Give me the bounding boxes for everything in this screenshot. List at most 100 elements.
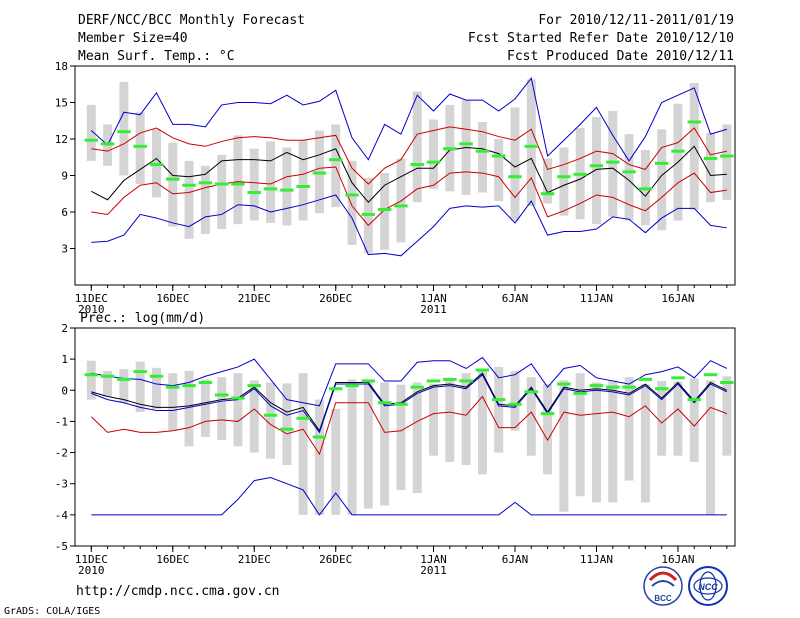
spread-box: [86, 360, 96, 400]
spread-box: [314, 399, 324, 515]
spread-box: [282, 383, 292, 466]
x-tick-label: 1JAN: [420, 553, 447, 566]
ensemble-marker: [622, 385, 636, 389]
ensemble-marker: [475, 149, 490, 153]
spread-box: [103, 370, 113, 397]
ensemble-marker: [329, 387, 343, 391]
ensemble-marker: [361, 379, 376, 383]
spread-box: [477, 369, 487, 475]
spread-box: [722, 376, 732, 456]
ensemble-marker: [84, 373, 99, 377]
spread-box: [217, 154, 227, 230]
ensemble-marker: [573, 391, 587, 395]
spread-box: [380, 173, 390, 250]
x-tick-label: 1JAN: [420, 292, 447, 305]
y-tick-label: 3: [61, 243, 68, 256]
x-tick-label: 6JAN: [502, 292, 529, 305]
ensemble-marker: [182, 384, 196, 388]
ensemble-marker: [524, 144, 539, 148]
ensemble-marker: [638, 187, 653, 191]
ensemble-marker: [703, 373, 718, 377]
bcc-logo: BCC: [643, 566, 683, 606]
ncc-logo: NCC: [688, 566, 728, 606]
y-tick-label: -1: [55, 415, 68, 428]
ensemble-marker: [84, 138, 99, 142]
spread-box: [184, 370, 194, 447]
spread-box: [706, 380, 716, 515]
series-line-lower: [90, 395, 728, 456]
y-tick-label: 9: [61, 170, 68, 183]
spread-box: [510, 107, 520, 221]
ensemble-marker: [410, 385, 424, 389]
ensemble-marker: [491, 154, 506, 158]
x-year-label: 2010: [78, 303, 105, 316]
spread-box: [429, 384, 438, 456]
ensemble-marker: [606, 160, 620, 164]
series-line-mean: [91, 373, 728, 434]
ensemble-marker: [377, 401, 392, 405]
series-line-max: [90, 77, 727, 162]
spread-box: [494, 139, 504, 202]
spread-box: [298, 140, 308, 221]
footer-credit: GrADS: COLA/IGES: [4, 606, 100, 617]
x-tick-label: 6JAN: [502, 553, 529, 566]
ensemble-marker: [394, 402, 408, 406]
ensemble-marker: [589, 164, 604, 168]
spread-box: [168, 373, 178, 431]
spread-box: [249, 148, 259, 221]
y-tick-label: 0: [61, 384, 68, 397]
spread-box: [331, 408, 341, 515]
ensemble-marker: [247, 191, 261, 195]
y-tick-label: -4: [55, 509, 69, 522]
spread-box: [559, 147, 569, 216]
spread-box: [249, 380, 259, 453]
series-line-min: [91, 476, 727, 516]
spread-box: [135, 361, 145, 413]
ensemble-marker: [231, 396, 245, 400]
ensemble-marker: [214, 393, 229, 397]
ensemble-marker: [149, 163, 164, 167]
spread-box: [640, 384, 650, 503]
ensemble-marker: [263, 413, 278, 417]
ensemble-marker: [622, 170, 636, 174]
spread-box: [510, 370, 520, 431]
ensemble-marker: [345, 193, 359, 197]
ensemble-marker: [654, 161, 669, 165]
spread-box: [657, 380, 667, 456]
x-tick-label: 26DEC: [319, 553, 352, 566]
ensemble-marker: [345, 384, 359, 388]
spread-box: [526, 79, 536, 206]
ensemble-marker: [100, 374, 115, 378]
ensemble-marker: [606, 385, 620, 389]
spread-box: [673, 381, 683, 456]
ensemble-marker: [459, 379, 473, 383]
series-line-max: [91, 356, 728, 407]
ensemble-marker: [280, 427, 294, 431]
ensemble-marker: [133, 144, 147, 148]
ensemble-marker: [361, 212, 376, 216]
x-tick-label: 16JAN: [661, 292, 694, 305]
spread-box: [429, 119, 438, 189]
y-tick-label: 18: [55, 60, 68, 73]
spread-box: [200, 379, 210, 437]
spread-box: [200, 165, 210, 234]
ensemble-marker: [524, 390, 539, 394]
ensemble-marker: [508, 402, 522, 406]
ensemble-marker: [720, 381, 734, 384]
chart-title: DERF/NCC/BCC Monthly Forecast: [78, 13, 305, 28]
spread-box: [363, 379, 373, 509]
ensemble-marker: [557, 382, 571, 386]
spread-box: [543, 384, 553, 475]
variable-label: Mean Surf. Temp.: °C: [78, 49, 235, 64]
spread-box: [575, 373, 585, 497]
spread-box: [135, 112, 145, 185]
ensemble-marker: [557, 175, 571, 179]
ensemble-marker: [247, 384, 261, 388]
spread-box: [608, 111, 618, 217]
x-year-label: 2011: [420, 303, 447, 316]
y-tick-label: 1: [61, 353, 68, 366]
spread-box: [592, 117, 601, 225]
spread-box: [461, 373, 471, 466]
